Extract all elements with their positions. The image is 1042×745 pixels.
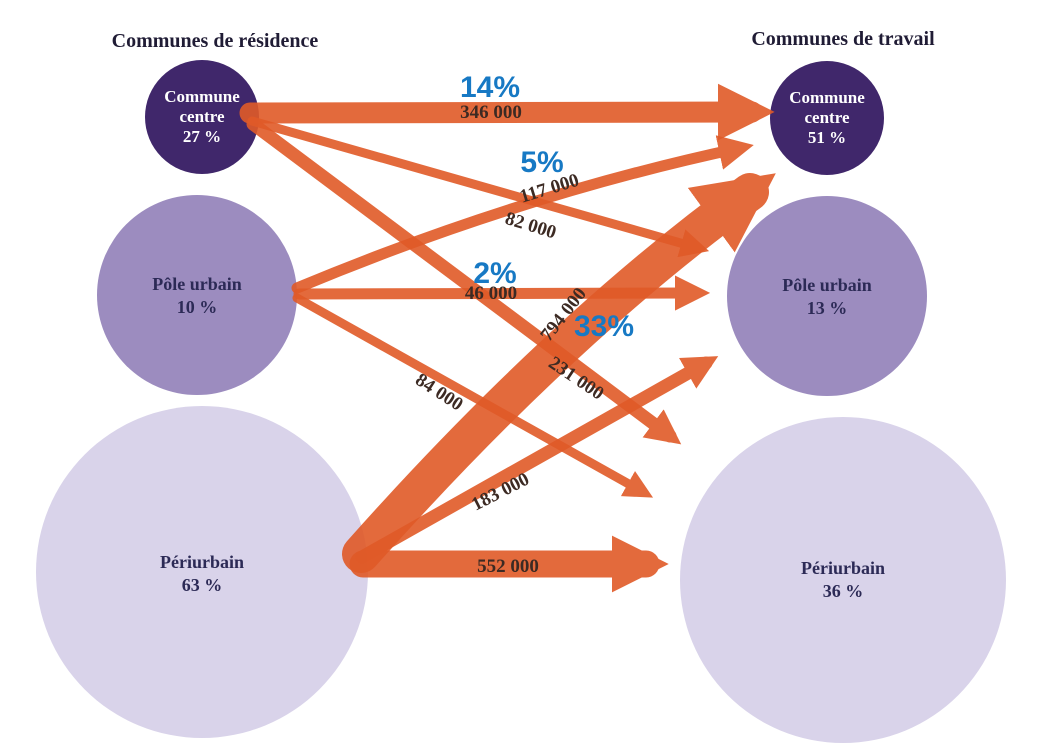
travail-pu-label-pct: 13 %	[807, 298, 848, 318]
residence-pu-label-pct: 10 %	[177, 297, 218, 317]
travail-commune-centre-node	[770, 61, 884, 175]
flow-pct-cc-to-cc: 14%	[460, 71, 520, 104]
residence-periurbain-node	[36, 406, 368, 738]
flow-arrow-pu-to-cc	[291, 135, 754, 294]
flow-count-cc-to-pu: 82 000	[503, 208, 559, 243]
flow-pct-pu-to-cc: 5%	[520, 146, 563, 179]
residence-peri-label: Périurbain	[160, 552, 244, 572]
flow-count-peri-to-peri: 552 000	[477, 556, 539, 577]
travail-cc-label-line1: Commune	[789, 88, 865, 107]
travail-pole-urbain-node	[727, 196, 927, 396]
flow-arrow-pu-to-pu	[293, 275, 711, 311]
residence-commune-centre-node	[145, 60, 259, 174]
travail-periurbain-node	[680, 417, 1006, 743]
travail-cc-label-line2: centre	[805, 108, 850, 127]
flow-arrow-cc-to-cc	[239, 83, 775, 141]
flow-arrow-pu-to-peri	[292, 293, 654, 498]
travail-peri-label: Périurbain	[801, 558, 885, 578]
residence-column-title: Communes de résidence	[112, 30, 319, 52]
residence-cc-label-line1: Commune	[164, 87, 240, 106]
residence-cc-label-line2: centre	[180, 107, 225, 126]
flow-pct-peri-to-cc: 33%	[574, 310, 634, 343]
flow-count-pu-to-pu: 46 000	[465, 283, 517, 304]
travail-peri-label-pct: 36 %	[823, 581, 864, 601]
travail-pu-label: Pôle urbain	[782, 275, 872, 295]
residence-pu-label: Pôle urbain	[152, 274, 242, 294]
residence-peri-label-pct: 63 %	[182, 575, 223, 595]
travail-column-title: Communes de travail	[751, 28, 935, 50]
residence-pole-urbain-node	[97, 195, 297, 395]
flow-arrow-cc-to-peri	[246, 117, 682, 445]
travail-cc-label-pct: 51 %	[808, 128, 846, 147]
flow-count-cc-to-cc: 346 000	[460, 102, 522, 123]
flow-arrow-peri-to-pu	[355, 356, 719, 564]
flow-pct-pu-to-pu: 2%	[473, 257, 516, 290]
flow-arrow-cc-to-pu	[247, 116, 710, 258]
residence-cc-label-pct: 27 %	[183, 127, 221, 146]
